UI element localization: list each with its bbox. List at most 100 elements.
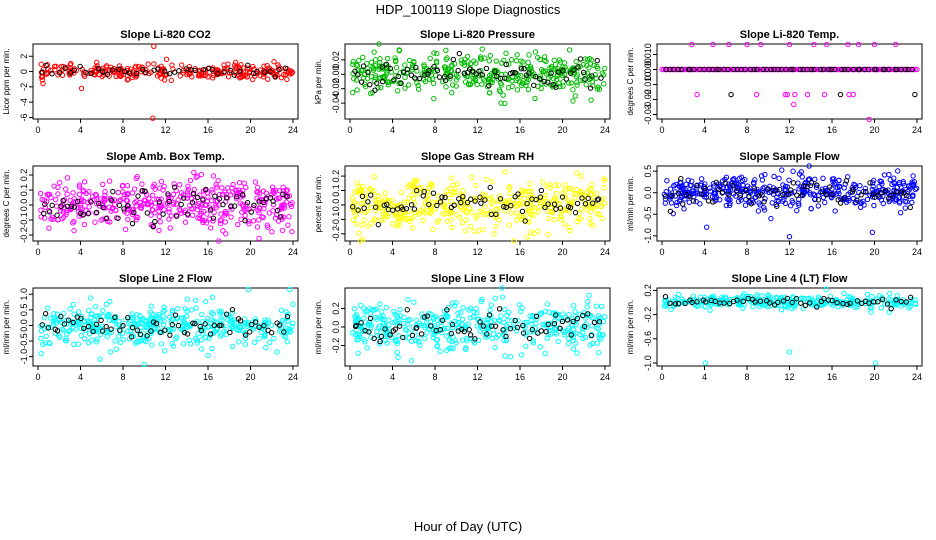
data-point [516,79,523,85]
data-point [192,297,199,304]
reference-point [884,301,891,307]
data-point [86,331,93,337]
reference-point [161,68,168,74]
data-point [542,68,549,74]
data-point [48,324,54,331]
data-point [288,203,295,210]
reference-point [434,202,440,209]
reference-point [400,334,406,341]
reference-point [96,200,102,207]
outlier-point [38,350,44,357]
data-point [189,212,196,218]
data-point [194,340,200,346]
data-point [548,73,554,79]
data-point [511,238,517,244]
data-point [470,78,477,85]
reference-point [39,69,45,75]
reference-point [353,322,359,329]
data-point [455,320,462,326]
data-point [71,227,77,234]
data-point [353,77,360,83]
reference-point [411,206,418,212]
reference-point [284,313,291,320]
reference-point [61,321,68,327]
data-point [119,183,126,189]
x-tick-label: 24 [288,372,298,382]
y-tick-label: 0.1 [19,184,29,197]
data-point [122,191,128,198]
data-point [790,168,796,174]
data-point [134,214,141,220]
outlier-point [786,41,793,48]
data-point [469,174,475,181]
reference-point [247,329,253,335]
data-point [85,340,92,346]
data-point [196,201,202,207]
reference-point [103,215,109,222]
data-point [750,303,756,310]
data-point [474,310,480,316]
data-point [690,293,697,299]
y-tick-label: 0.2 [331,302,341,315]
data-point [118,72,124,79]
x-tick-label: 4 [702,125,707,135]
data-point [787,190,793,196]
data-point [184,296,191,302]
data-point [86,210,92,216]
data-points [38,43,296,121]
data-point [210,173,217,179]
panel-title: Slope Line 2 Flow [119,273,212,285]
data-point [349,329,355,336]
reference-point [867,180,873,186]
x-tick-label: 8 [432,247,437,257]
data-point [674,199,680,206]
data-point [523,330,529,336]
data-point [209,316,215,323]
data-point [902,205,909,211]
reference-point [367,315,374,322]
data-point [116,322,122,328]
data-point [246,221,252,227]
reference-point [466,326,472,333]
data-point [725,188,732,194]
reference-point [794,192,800,198]
data-point [857,182,863,189]
data-point [420,204,427,211]
data-point [70,301,77,308]
outlier-point [78,85,85,92]
outlier-point [786,349,793,355]
data-point [103,301,110,308]
outlier-point [846,91,852,98]
data-point [388,69,395,75]
data-point [475,316,482,322]
data-point [573,340,579,346]
data-point [53,196,59,203]
data-point [429,226,436,233]
y-axis-label: ml/min per min. [626,176,635,231]
x-tick-label: 0 [347,125,352,135]
reference-point [58,313,64,320]
data-point [402,216,408,222]
reference-point [352,68,358,74]
x-tick-label: 12 [472,125,482,135]
data-point [433,58,440,64]
x-tick-label: 12 [784,247,794,257]
reference-point [355,207,361,213]
data-point [535,208,541,215]
data-point [886,290,893,297]
data-point [127,328,133,334]
reference-point [45,325,52,331]
data-point [664,300,671,306]
data-point [492,295,499,301]
data-point [451,189,457,196]
data-point [584,304,591,310]
data-point [668,306,674,313]
data-point [182,219,189,225]
reference-point [39,322,45,328]
reference-point [461,328,468,335]
reference-point [181,195,187,201]
reference-point [418,331,425,337]
reference-point [408,72,415,78]
reference-point [563,76,570,82]
data-point [430,80,437,87]
